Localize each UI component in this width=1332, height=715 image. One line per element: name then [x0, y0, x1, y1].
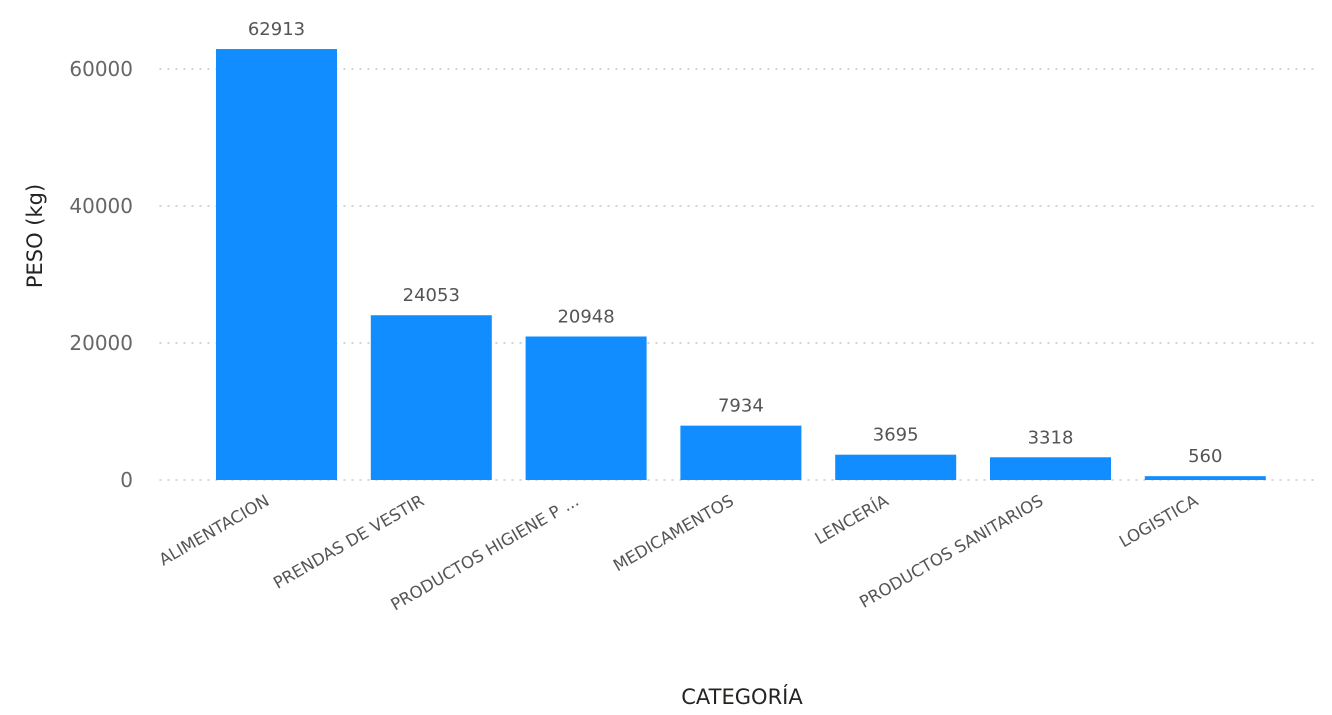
- data-label: 3695: [873, 425, 919, 446]
- bar[interactable]: [525, 336, 647, 480]
- data-label: 3318: [1028, 427, 1074, 448]
- x-axis-title: CATEGORÍA: [681, 684, 803, 709]
- x-tick-label: LENCERÍA: [812, 491, 893, 549]
- y-tick-label: 20000: [69, 331, 133, 355]
- y-axis-ticks: 0 20000 40000 60000: [69, 57, 133, 492]
- bar[interactable]: [835, 454, 957, 480]
- x-tick-label: ALIMENTACION: [156, 491, 273, 569]
- y-tick-label: 60000: [69, 57, 133, 81]
- data-label: 560: [1188, 446, 1222, 467]
- bar[interactable]: [680, 425, 802, 480]
- x-tick-label: LOGISTICA: [1116, 491, 1202, 552]
- x-tick-label: PRENDAS DE VESTIR: [270, 491, 427, 593]
- data-label: 62913: [248, 19, 305, 40]
- data-label: 7934: [718, 396, 764, 417]
- gridlines: [159, 68, 1319, 481]
- y-axis-title: PESO (kg): [23, 184, 47, 288]
- x-tick-label: MEDICAMENTOS: [610, 491, 737, 575]
- data-label: 20948: [557, 307, 614, 328]
- y-tick-label: 40000: [69, 194, 133, 218]
- bar[interactable]: [990, 457, 1111, 480]
- bar[interactable]: [216, 49, 337, 480]
- bar[interactable]: [1144, 476, 1266, 480]
- data-labels: 62913 24053 20948 7934 3695 3318 560: [248, 19, 1223, 467]
- y-tick-label: 0: [120, 468, 133, 492]
- bars: [216, 49, 1266, 480]
- data-label: 24053: [403, 285, 460, 306]
- bar[interactable]: [370, 315, 492, 480]
